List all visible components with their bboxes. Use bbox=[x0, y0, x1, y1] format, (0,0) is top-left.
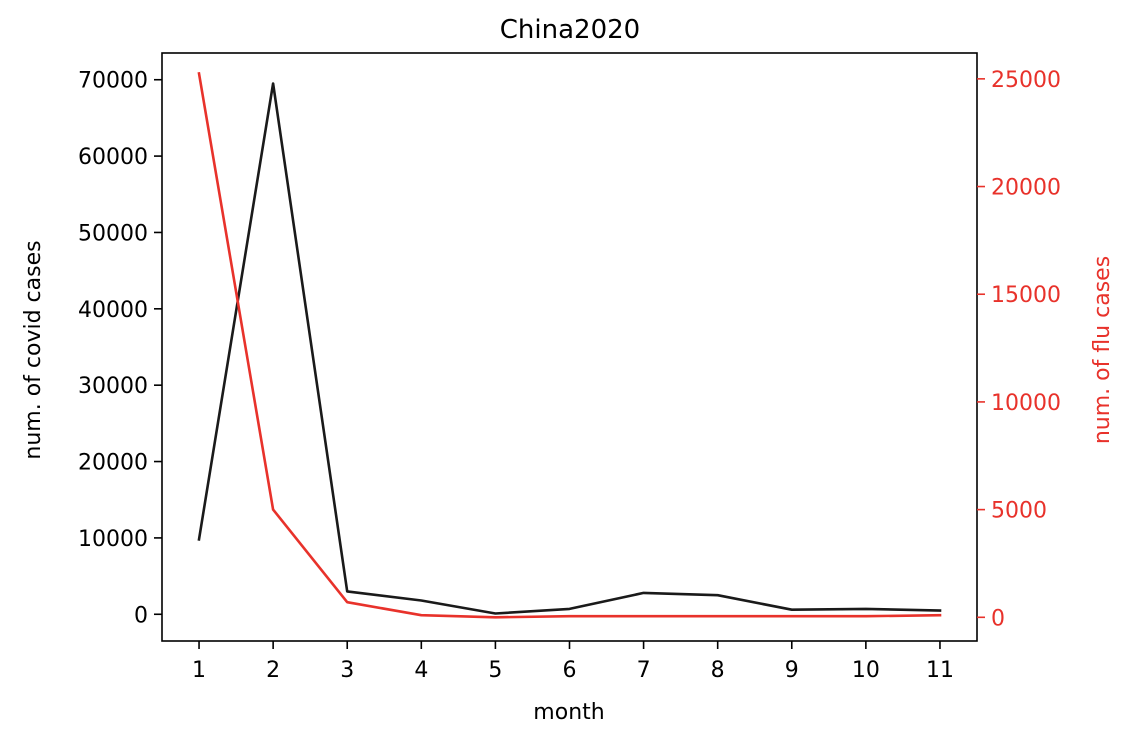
x-tick-label: 10 bbox=[852, 658, 880, 683]
covid-cases-line bbox=[197, 82, 942, 615]
y2-tick-label: 25000 bbox=[991, 68, 1061, 93]
x-tick-label: 7 bbox=[637, 658, 651, 683]
plot-frame bbox=[161, 52, 978, 642]
x-tick-label: 4 bbox=[414, 658, 428, 683]
y-tick-label: 50000 bbox=[78, 221, 148, 246]
y2-tick-label: 0 bbox=[991, 606, 1005, 631]
x-tick-label: 6 bbox=[563, 658, 577, 683]
y-tick-label: 30000 bbox=[78, 374, 148, 399]
y-tick-label: 70000 bbox=[78, 69, 148, 94]
y-tick-label: 20000 bbox=[78, 451, 148, 476]
x-tick-label: 1 bbox=[192, 658, 206, 683]
y-axis-left: 0 10000 20000 30000 40000 50000 60000 70000 bbox=[78, 69, 162, 628]
y-tick-label: 40000 bbox=[78, 298, 148, 323]
x-tick-label: 9 bbox=[785, 658, 799, 683]
y-axis-right: 0 5000 10000 15000 20000 25000 bbox=[977, 68, 1061, 631]
y-axis-label: num. of covid cases bbox=[21, 240, 46, 459]
x-tick-label: 3 bbox=[340, 658, 354, 683]
y-tick-label: 60000 bbox=[78, 145, 148, 170]
x-axis-label: month bbox=[533, 700, 604, 725]
x-tick-label: 2 bbox=[266, 658, 280, 683]
series-layer bbox=[197, 72, 942, 619]
chart-title: China2020 bbox=[500, 15, 640, 45]
y2-tick-label: 15000 bbox=[991, 283, 1061, 308]
y-tick-label: 10000 bbox=[78, 527, 148, 552]
y2-axis-label: num. of flu cases bbox=[1090, 256, 1115, 444]
x-tick-label: 5 bbox=[488, 658, 502, 683]
x-axis: 1 2 3 4 5 6 7 8 9 10 11 bbox=[192, 641, 954, 683]
flu-cases-line bbox=[197, 72, 942, 619]
y-tick-label: 0 bbox=[134, 603, 148, 628]
y2-tick-label: 10000 bbox=[991, 391, 1061, 416]
x-tick-label: 11 bbox=[926, 658, 954, 683]
x-tick-label: 8 bbox=[711, 658, 725, 683]
y2-tick-label: 5000 bbox=[991, 499, 1047, 524]
y2-tick-label: 20000 bbox=[991, 176, 1061, 201]
